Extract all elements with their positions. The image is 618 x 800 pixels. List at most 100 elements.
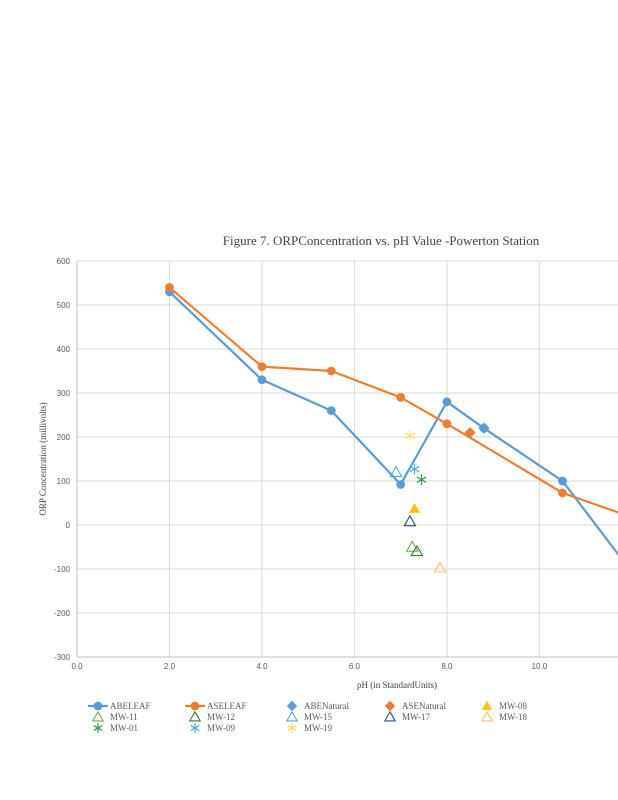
legend-marker	[190, 701, 200, 711]
series-mw-08	[408, 503, 421, 513]
x-tick-label: 4.0	[256, 662, 268, 671]
series-asenatural	[464, 427, 476, 439]
series-mw-15	[389, 465, 403, 477]
legend-label: MW-17	[402, 712, 430, 722]
series-aseleaf	[165, 283, 618, 514]
series-mw-19	[405, 430, 415, 441]
legend-item-abenatural: ABENatural	[286, 700, 349, 712]
legend-marker	[384, 700, 396, 712]
series-mw-01	[416, 474, 427, 485]
x-tick-label: 6.0	[349, 662, 361, 671]
legend-label: MW-12	[207, 712, 235, 722]
data-point	[478, 422, 490, 434]
data-point	[326, 406, 336, 415]
legend-marker	[480, 710, 494, 722]
y-tick-label: 100	[57, 477, 71, 486]
data-point	[389, 465, 403, 477]
x-tick-labels: 0.0 2.0 4.0 6.0 8.0 10.0	[71, 662, 547, 671]
data-point	[442, 419, 452, 429]
legend-label: ASENatural	[402, 701, 446, 711]
series-mw-17	[403, 514, 417, 527]
chart-title: Figure 7. ORPConcentration vs. pH Value …	[223, 233, 540, 248]
legend-item-mw-08: MW-08	[481, 700, 527, 711]
series-mw-11	[405, 540, 419, 552]
data-point	[433, 560, 447, 573]
data-point	[257, 375, 267, 385]
axes	[76, 261, 618, 658]
legend-marker	[286, 700, 298, 712]
data-point	[409, 463, 420, 475]
y-tick-label: 600	[57, 257, 71, 266]
x-axis-label: pH (in StandardUnits)	[357, 680, 437, 690]
data-point	[405, 540, 419, 552]
data-point	[464, 427, 476, 439]
y-tick-label: -200	[54, 609, 71, 618]
legend-marker	[190, 723, 200, 733]
legend: ABELEAF ASELEAF ABENatural ASENatural MW-08M…	[88, 700, 527, 733]
data-point	[326, 366, 336, 376]
legend-label: MW-15	[304, 712, 332, 722]
data-point	[558, 488, 567, 498]
legend-marker	[188, 710, 202, 722]
legend-label: MW-18	[499, 712, 527, 722]
legend-item-mw-12: MW-12	[188, 710, 235, 722]
legend-label: ASELEAF	[207, 701, 247, 711]
legend-marker	[285, 710, 299, 722]
legend-label: MW-08	[499, 701, 527, 711]
legend-item-abeleaf: ABELEAF	[88, 701, 151, 711]
plot-area	[165, 283, 618, 573]
x-tick-label: 8.0	[441, 662, 453, 671]
legend-marker	[93, 701, 103, 711]
series-line-aseleaf	[168, 286, 618, 514]
y-tick-label: 500	[57, 301, 71, 310]
legend-label: MW-09	[207, 723, 235, 733]
data-point	[257, 362, 267, 371]
legend-marker	[287, 723, 297, 733]
legend-item-mw-18: MW-18	[480, 710, 527, 722]
series-abenatural	[478, 422, 490, 434]
series-line-abeleaf	[168, 291, 618, 556]
y-tick-labels: -300 -200 -100 0 100 200 300 400 500 600	[54, 257, 71, 662]
data-point	[396, 480, 406, 489]
y-tick-label: -300	[54, 653, 71, 662]
legend-label: ABELEAF	[110, 701, 151, 711]
y-axis-label: ORP Concentration (millivolts)	[38, 402, 48, 515]
y-tick-label: -100	[54, 565, 71, 574]
legend-label: ABENatural	[304, 701, 349, 711]
data-point	[408, 503, 421, 513]
legend-label: MW-11	[110, 712, 138, 722]
legend-marker	[91, 710, 105, 722]
data-point	[403, 514, 417, 527]
legend-label: MW-19	[304, 723, 332, 733]
legend-item-mw-11: MW-11	[91, 710, 138, 722]
legend-marker	[481, 700, 493, 710]
series-abeleaf	[165, 287, 618, 556]
legend-item-mw-09: MW-09	[190, 723, 235, 733]
legend-item-mw-17: MW-17	[383, 710, 430, 722]
legend-item-mw-19: MW-19	[287, 723, 332, 733]
data-point	[416, 474, 427, 485]
data-point	[396, 393, 406, 402]
x-tick-label: 2.0	[164, 662, 176, 671]
legend-label: MW-01	[110, 723, 138, 733]
legend-item-mw-01: MW-01	[93, 723, 138, 733]
series-mw-12	[410, 544, 424, 557]
legend-item-asenatural: ASENatural	[384, 700, 446, 712]
series-mw-18	[433, 560, 447, 573]
legend-marker	[383, 710, 397, 722]
y-tick-label: 0	[66, 521, 71, 530]
data-point	[410, 544, 424, 557]
gridlines	[76, 260, 618, 658]
legend-item-mw-15: MW-15	[285, 710, 332, 722]
data-point	[442, 397, 452, 407]
data-point	[558, 476, 567, 486]
legend-marker	[93, 723, 103, 733]
legend-item-aseleaf: ASELEAF	[185, 701, 247, 711]
x-tick-label: 0.0	[71, 662, 83, 671]
series-mw-09	[409, 463, 420, 475]
y-tick-label: 300	[57, 389, 71, 398]
data-point	[165, 283, 174, 292]
x-tick-label: 10.0	[532, 662, 548, 671]
data-point	[405, 430, 415, 441]
